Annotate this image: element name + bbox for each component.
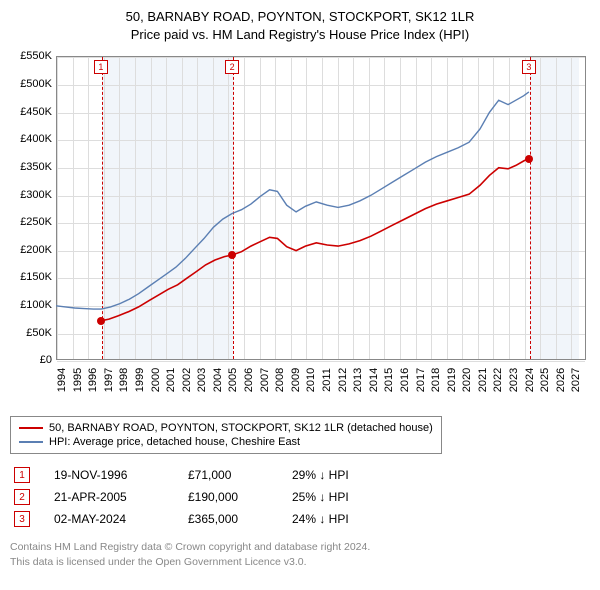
legend-row-price: 50, BARNABY ROAD, POYNTON, STOCKPORT, SK…	[19, 421, 433, 435]
x-axis-label: 2001	[165, 368, 177, 392]
y-axis-label: £350K	[10, 161, 52, 173]
events-table: 1 19-NOV-1996 £71,000 29% ↓ HPI 2 21-APR-2005…	[10, 464, 590, 530]
legend-label: 50, BARNABY ROAD, POYNTON, STOCKPORT, SK…	[49, 422, 433, 434]
legend-swatch	[19, 441, 43, 443]
event-date: 02-MAY-2024	[54, 512, 164, 526]
x-axis-label: 2021	[477, 368, 489, 392]
y-axis-label: £450K	[10, 106, 52, 118]
x-axis-label: 2008	[274, 368, 286, 392]
x-axis-label: 1999	[134, 368, 146, 392]
series-line-price_paid	[101, 159, 529, 321]
legend-row-hpi: HPI: Average price, detached house, Ches…	[19, 435, 433, 449]
x-axis-label: 2010	[305, 368, 317, 392]
x-axis-label: 2022	[492, 368, 504, 392]
series-line-hpi	[56, 92, 529, 309]
y-axis-label: £50K	[10, 327, 52, 339]
x-axis-label: 2004	[212, 368, 224, 392]
x-axis-label: 2026	[555, 368, 567, 392]
y-axis-label: £100K	[10, 299, 52, 311]
event-price: £365,000	[188, 512, 268, 526]
event-diff: 29% ↓ HPI	[292, 468, 402, 482]
event-row: 2 21-APR-2005 £190,000 25% ↓ HPI	[10, 486, 590, 508]
y-axis-label: £250K	[10, 216, 52, 228]
x-axis-label: 2005	[227, 368, 239, 392]
x-axis-label: 2007	[259, 368, 271, 392]
x-axis-label: 2019	[446, 368, 458, 392]
footer-line: Contains HM Land Registry data © Crown c…	[10, 540, 590, 554]
legend-label: HPI: Average price, detached house, Ches…	[49, 436, 300, 448]
footer: Contains HM Land Registry data © Crown c…	[10, 540, 590, 568]
event-row: 1 19-NOV-1996 £71,000 29% ↓ HPI	[10, 464, 590, 486]
event-number: 2	[14, 489, 30, 505]
y-axis-label: £500K	[10, 78, 52, 90]
chart-container: 50, BARNABY ROAD, POYNTON, STOCKPORT, SK…	[0, 0, 600, 579]
x-axis-label: 2018	[430, 368, 442, 392]
x-axis-label: 2014	[368, 368, 380, 392]
line-layer	[56, 56, 586, 360]
event-number: 1	[14, 467, 30, 483]
event-number: 3	[14, 511, 30, 527]
y-axis-label: £150K	[10, 271, 52, 283]
event-dot	[525, 155, 533, 163]
x-axis-label: 2002	[181, 368, 193, 392]
x-axis-label: 1995	[72, 368, 84, 392]
y-axis-label: £0	[10, 354, 52, 366]
chart-area: £0 £50K £100K £150K £200K £250K £300K £350K £400…	[10, 50, 590, 410]
x-axis-label: 2012	[337, 368, 349, 392]
x-axis-label: 2006	[243, 368, 255, 392]
x-axis-label: 2011	[321, 369, 333, 393]
x-axis-label: 2015	[383, 368, 395, 392]
x-axis-label: 2009	[290, 368, 302, 392]
title-address: 50, BARNABY ROAD, POYNTON, STOCKPORT, SK…	[10, 8, 590, 26]
title-subtitle: Price paid vs. HM Land Registry's House …	[10, 26, 590, 44]
x-axis-label: 2024	[524, 368, 536, 392]
x-axis-label: 2013	[352, 368, 364, 392]
gridline	[57, 361, 585, 362]
x-axis-label: 2027	[570, 368, 582, 392]
x-axis-label: 1996	[87, 368, 99, 392]
x-axis-label: 2017	[415, 368, 427, 392]
event-diff: 24% ↓ HPI	[292, 512, 402, 526]
x-axis-label: 2025	[539, 368, 551, 392]
y-axis-label: £400K	[10, 133, 52, 145]
y-axis-label: £300K	[10, 189, 52, 201]
event-price: £71,000	[188, 468, 268, 482]
x-axis-label: 2016	[399, 368, 411, 392]
legend-swatch	[19, 427, 43, 429]
x-axis-label: 2020	[461, 368, 473, 392]
y-axis-label: £550K	[10, 50, 52, 62]
event-date: 19-NOV-1996	[54, 468, 164, 482]
y-axis-label: £200K	[10, 244, 52, 256]
legend: 50, BARNABY ROAD, POYNTON, STOCKPORT, SK…	[10, 416, 442, 454]
x-axis-label: 2023	[508, 368, 520, 392]
event-date: 21-APR-2005	[54, 490, 164, 504]
x-axis-label: 2000	[150, 368, 162, 392]
event-diff: 25% ↓ HPI	[292, 490, 402, 504]
event-price: £190,000	[188, 490, 268, 504]
event-dot	[97, 317, 105, 325]
x-axis-label: 1994	[56, 368, 68, 392]
x-axis-label: 2003	[196, 368, 208, 392]
footer-line: This data is licensed under the Open Gov…	[10, 555, 590, 569]
event-row: 3 02-MAY-2024 £365,000 24% ↓ HPI	[10, 508, 590, 530]
event-dot	[228, 251, 236, 259]
x-axis-label: 1997	[103, 368, 115, 392]
title-block: 50, BARNABY ROAD, POYNTON, STOCKPORT, SK…	[10, 8, 590, 44]
x-axis-label: 1998	[118, 368, 130, 392]
